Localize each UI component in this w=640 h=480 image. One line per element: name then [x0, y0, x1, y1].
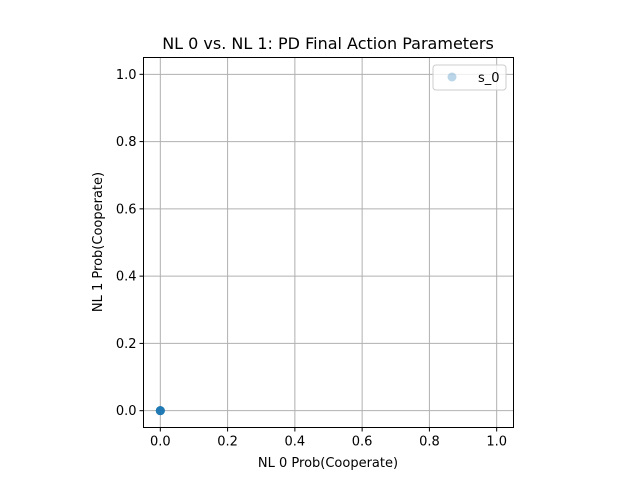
data-points — [155, 406, 165, 416]
y-tick-label: 0.4 — [116, 270, 137, 285]
data-point — [155, 406, 165, 416]
x-axis-label: NL 0 Prob(Cooperate) — [258, 456, 398, 471]
data-point — [155, 406, 165, 416]
y-tick-label: 1.0 — [116, 68, 137, 83]
data-point — [155, 406, 165, 416]
plot-frame — [143, 57, 514, 428]
y-tick-label: 0.2 — [116, 337, 137, 352]
x-tick-label: 0.6 — [352, 435, 373, 450]
ticks: 0.0 0.2 0.4 0.6 0.8 1.0 0.0 0.2 0.4 0.6 0.8 1.0 — [116, 68, 507, 450]
data-point — [155, 406, 165, 416]
data-point — [155, 406, 165, 416]
data-point — [155, 406, 165, 416]
data-point — [155, 406, 165, 416]
x-tick-label: 0.2 — [217, 435, 238, 450]
y-tick-label: 0.8 — [116, 135, 137, 150]
y-tick-label: 0.0 — [116, 404, 137, 419]
chart-title: NL 0 vs. NL 1: PD Final Action Parameter… — [162, 34, 494, 53]
data-point — [155, 406, 165, 416]
legend: s_0 — [432, 64, 507, 91]
data-point — [155, 406, 165, 416]
x-tick-label: 0.4 — [285, 435, 306, 450]
y-axis-label: NL 1 Prob(Cooperate) — [91, 172, 106, 312]
y-tick-label: 0.6 — [116, 202, 137, 217]
legend-label: s_0 — [478, 71, 500, 86]
legend-box — [432, 64, 507, 91]
x-tick-label: 0.8 — [419, 435, 440, 450]
grid — [143, 57, 514, 428]
legend-marker — [447, 72, 457, 82]
x-tick-label: 1.0 — [486, 435, 507, 450]
data-point — [155, 406, 165, 416]
x-tick-label: 0.0 — [150, 435, 171, 450]
